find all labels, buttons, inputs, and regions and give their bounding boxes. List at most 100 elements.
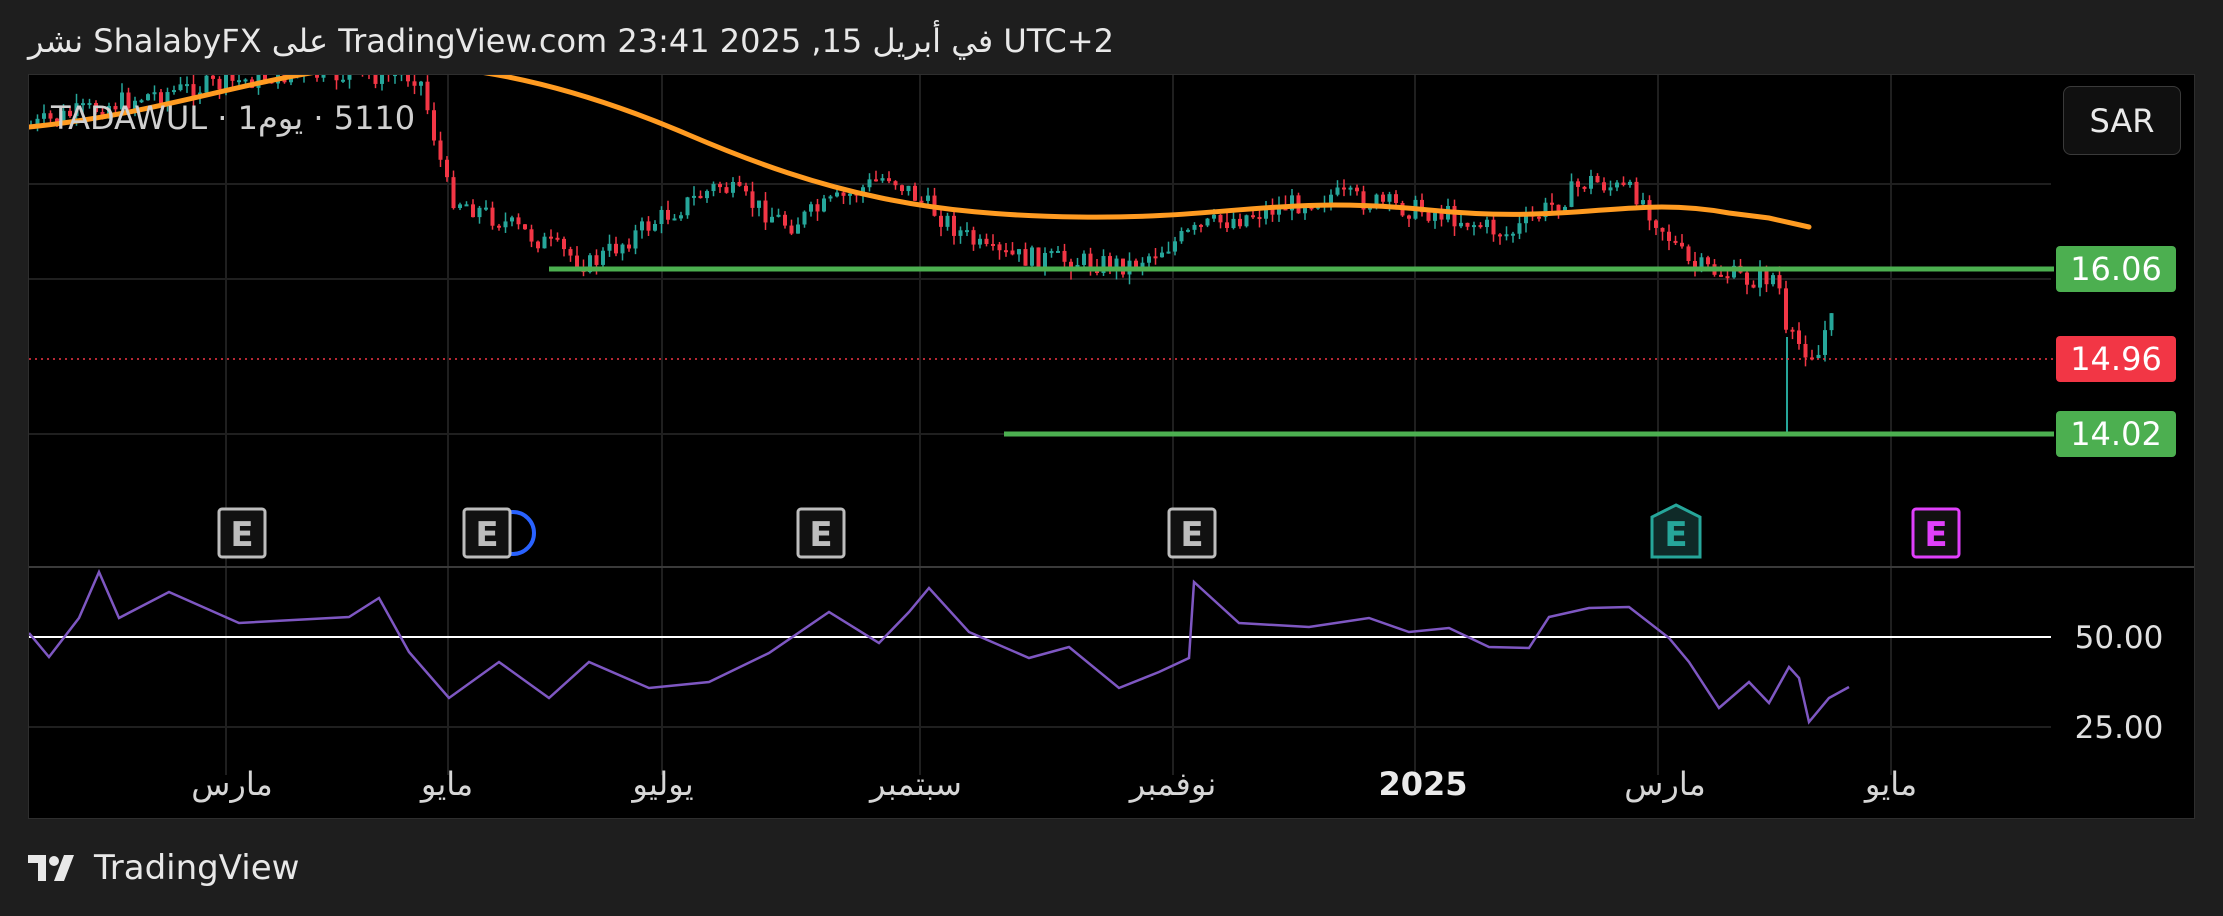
candle-body <box>1394 194 1398 204</box>
candle-body <box>861 187 865 196</box>
symbol-label: 5110 · يوم1 · TADAWUL <box>51 99 416 137</box>
candle-body <box>1589 175 1593 189</box>
candle-body <box>1615 182 1619 188</box>
candle-body <box>1114 258 1119 271</box>
candle-body <box>1238 218 1242 227</box>
candle-body <box>126 92 131 109</box>
candle-body <box>516 217 521 225</box>
candle-body <box>81 103 85 106</box>
time-axis-label: مايو <box>419 765 473 803</box>
candle-body <box>1049 251 1054 254</box>
candle-body <box>321 75 326 78</box>
time-axis-label: مارس <box>191 765 272 803</box>
candle-body <box>1199 224 1203 227</box>
price-badge <box>2056 246 2176 292</box>
candle-body <box>1355 187 1359 192</box>
chart-header-title: نشر ShalabyFX على TradingView.com 23:41 … <box>28 22 1114 60</box>
candle-body <box>887 178 891 182</box>
candle-body <box>1829 313 1834 331</box>
candle-body <box>1751 284 1756 288</box>
candle-body <box>315 75 319 78</box>
candle-body <box>1381 194 1385 202</box>
candle-body <box>900 185 904 192</box>
candle-body <box>139 100 144 103</box>
candle-body <box>406 75 410 82</box>
candle-body <box>1186 229 1190 232</box>
candle-body <box>1784 288 1788 330</box>
candle-body <box>1647 200 1652 221</box>
candle-body <box>1634 181 1639 205</box>
candle-body <box>1329 194 1333 204</box>
candle-body <box>1257 217 1262 220</box>
candle-body <box>718 183 722 188</box>
candle-body <box>1420 199 1424 213</box>
candle-body <box>1407 215 1411 219</box>
candle-body <box>1088 253 1093 268</box>
candle-body <box>1426 212 1431 221</box>
candle-body <box>1777 275 1782 289</box>
price-badge <box>2056 411 2176 457</box>
candle-body <box>529 229 534 242</box>
candle-body <box>1491 219 1496 235</box>
candle-body <box>835 192 839 197</box>
candle-body <box>997 244 1002 251</box>
candle-body <box>1602 182 1606 191</box>
candle-body <box>1771 275 1775 285</box>
footer-brand-text: TradingView <box>94 848 300 888</box>
earnings-marker <box>1650 503 1702 559</box>
candle-body <box>1816 354 1821 359</box>
candle-body <box>893 181 898 186</box>
candle-body <box>425 81 430 111</box>
candle-body <box>1140 262 1145 268</box>
candle-body <box>1244 215 1249 227</box>
candle-body <box>802 211 807 225</box>
earnings-marker <box>1167 507 1217 559</box>
candle-body <box>913 185 917 201</box>
candle-body <box>1166 251 1171 254</box>
time-axis-label: نوفمبر <box>1128 765 1217 803</box>
candle-body <box>1212 214 1216 219</box>
candle-body <box>87 103 92 106</box>
candle-body <box>1478 225 1483 228</box>
candle-body <box>594 255 599 265</box>
candle-body <box>1173 241 1177 252</box>
candle-body <box>685 197 690 216</box>
candle-body <box>237 80 241 83</box>
candle-body <box>1134 260 1138 268</box>
earnings-marker-label: E <box>230 515 253 555</box>
candle-body <box>1043 252 1047 270</box>
candle-body <box>510 217 514 222</box>
candle-body <box>68 110 72 117</box>
candle-body <box>562 238 566 250</box>
candle-body <box>107 106 111 118</box>
candle-body <box>965 230 969 233</box>
candle-body <box>653 223 657 231</box>
candle-body <box>217 78 222 90</box>
candle-body <box>1010 250 1015 255</box>
candle-body <box>1667 231 1671 241</box>
candle-body <box>705 191 709 199</box>
currency-button[interactable]: SAR <box>2063 86 2181 155</box>
candle-body <box>1563 206 1567 211</box>
candle-body <box>432 110 436 141</box>
tradingview-logo-icon <box>28 855 74 881</box>
candle-body <box>1524 214 1528 224</box>
price-levels: 16.06 14.96 14.02 <box>29 246 2176 457</box>
candle-body <box>1309 207 1314 210</box>
candle-body <box>1231 218 1236 228</box>
candle-body <box>1485 219 1489 228</box>
candle-body <box>939 215 943 227</box>
candle-body <box>1706 257 1710 265</box>
candle-body <box>451 177 456 209</box>
earnings-marker-label: E <box>1924 515 1947 555</box>
candle-body <box>477 207 482 218</box>
candle-body <box>120 92 124 110</box>
candle-body <box>230 75 235 81</box>
candle-body <box>1303 207 1307 214</box>
candle-body <box>1056 250 1060 253</box>
candle-body <box>61 110 66 123</box>
candle-body <box>55 118 59 123</box>
